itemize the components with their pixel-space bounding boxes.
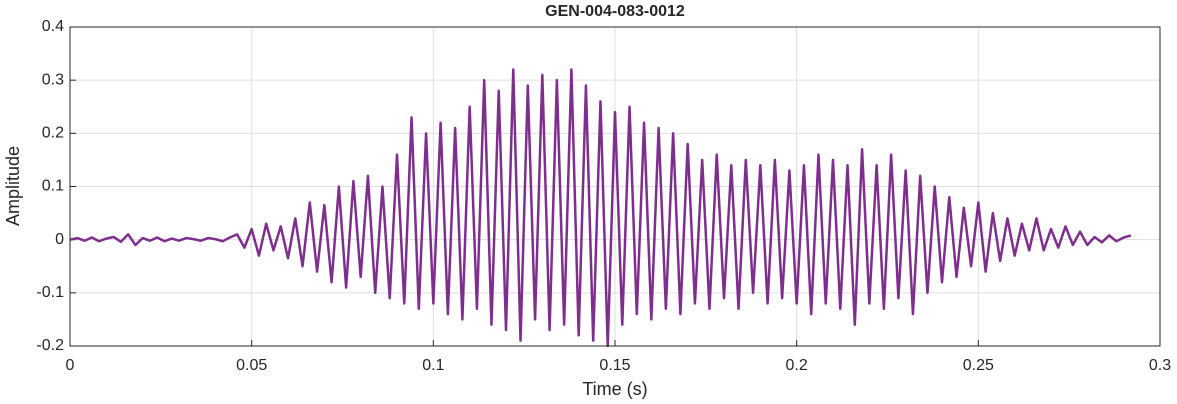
x-tick-label: 0 (66, 357, 75, 374)
chart-title: GEN-004-083-0012 (545, 3, 685, 20)
x-tick-label: 0.05 (236, 357, 267, 374)
x-tick-label: 0.3 (1149, 357, 1171, 374)
x-tick-label: 0.15 (599, 357, 630, 374)
y-tick-label: 0.4 (42, 18, 64, 35)
y-axis-label: Amplitude (3, 146, 23, 226)
y-tick-label: 0 (55, 231, 64, 248)
x-tick-label: 0.2 (786, 357, 808, 374)
x-axis-label: Time (s) (582, 379, 647, 399)
x-tick-label: 0.25 (963, 357, 994, 374)
x-tick-label: 0.1 (422, 357, 444, 374)
y-tick-label: -0.1 (36, 284, 64, 301)
y-tick-label: 0.3 (42, 71, 64, 88)
y-tick-label: 0.1 (42, 178, 64, 195)
waveform-line (69, 68, 1132, 348)
y-tick-label: 0.2 (42, 125, 64, 142)
axes-box (69, 26, 1161, 347)
y-tick-label: -0.2 (36, 337, 64, 354)
